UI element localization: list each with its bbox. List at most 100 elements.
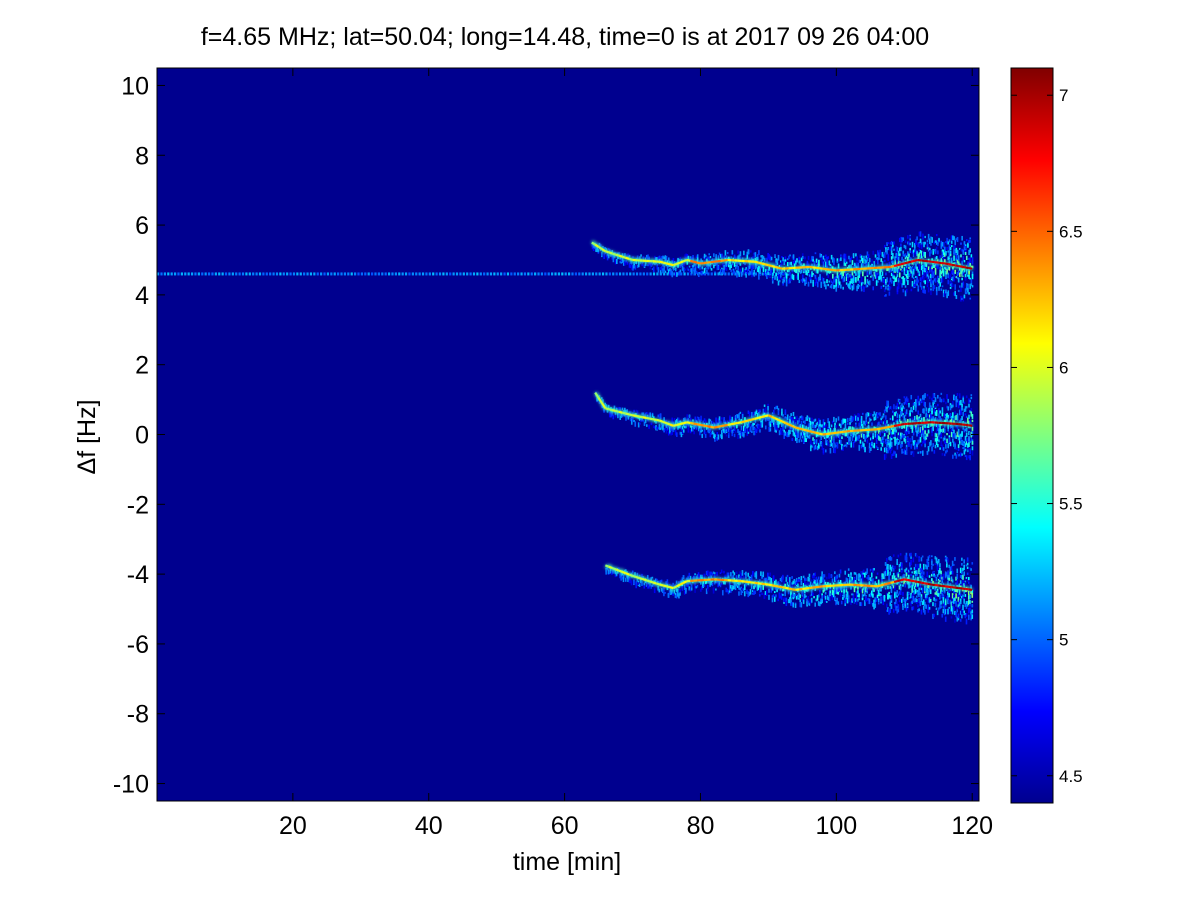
heatmap-cell (830, 265, 833, 269)
heatmap-cell (652, 266, 655, 273)
heatmap-cell (956, 236, 959, 242)
heatmap-cell (922, 563, 925, 570)
heatmap-cell (919, 563, 922, 569)
heatmap-cell (666, 427, 669, 430)
heatmap-cell (779, 578, 782, 582)
heatmap-cell (748, 423, 751, 427)
heatmap-cell (835, 279, 838, 284)
heatmap-cell (682, 423, 685, 427)
heatmap-cell (703, 253, 706, 258)
heatmap-cell (716, 422, 719, 427)
trace-core (683, 258, 688, 263)
heatmap-cell (948, 599, 950, 604)
heatmap-cell (927, 556, 930, 561)
heatmap-cell (635, 581, 637, 585)
heatmap-cell (793, 432, 796, 437)
heatmap-cell (754, 429, 757, 436)
heatmap-cell (927, 561, 930, 567)
heatmap-cell (941, 580, 944, 583)
heatmap-cell (753, 254, 756, 260)
heatmap-cell (971, 271, 974, 277)
heatmap-cell (929, 596, 932, 599)
heatmap-cell (956, 413, 959, 418)
heatmap-cell (940, 288, 943, 291)
carrier-line-mark (286, 272, 289, 276)
heatmap-cell (802, 595, 805, 600)
heatmap-cell (919, 249, 922, 254)
heatmap-cell (957, 613, 960, 619)
heatmap-cell (897, 442, 900, 445)
heatmap-cell (825, 261, 827, 268)
heatmap-cell (961, 277, 963, 281)
heatmap-cell (831, 578, 834, 583)
heatmap-cell (773, 596, 776, 602)
heatmap-cell (904, 569, 907, 573)
heatmap-cell (769, 268, 772, 274)
heatmap-cell (905, 277, 908, 282)
heatmap-cell (902, 451, 904, 454)
heatmap-cell (936, 561, 939, 565)
heatmap-cell (844, 444, 847, 447)
trace-core (724, 423, 728, 427)
heatmap-cell (835, 433, 837, 439)
heatmap-cell (835, 444, 837, 447)
heatmap-cell (947, 398, 950, 403)
heatmap-cell (924, 593, 926, 599)
heatmap-cell (888, 285, 891, 291)
heatmap-cell (824, 430, 827, 434)
heatmap-cell (611, 570, 613, 575)
heatmap-cell (705, 578, 708, 584)
trace-core (948, 263, 953, 266)
heatmap-cell (885, 603, 888, 608)
carrier-line-mark (493, 272, 496, 276)
trace-core (669, 263, 674, 267)
heatmap-cell (898, 599, 901, 603)
heatmap-cell (679, 425, 682, 429)
heatmap-cell (879, 593, 881, 597)
heatmap-cell (794, 429, 797, 434)
heatmap-cell (734, 256, 737, 259)
heatmap-cell (965, 269, 968, 275)
heatmap-cell (932, 563, 934, 566)
heatmap-cell (798, 417, 801, 423)
heatmap-cell (929, 279, 931, 282)
heatmap-cell (863, 286, 865, 293)
heatmap-cell (870, 590, 873, 595)
heatmap-cell (852, 593, 855, 597)
heatmap-cell (779, 428, 782, 432)
heatmap-cell (948, 589, 950, 595)
heatmap-cell (760, 255, 762, 258)
heatmap-cell (853, 413, 856, 419)
heatmap-cell (851, 436, 854, 442)
heatmap-cell (662, 424, 664, 431)
heatmap-cell (889, 445, 892, 452)
heatmap-cell (731, 259, 734, 266)
heatmap-cell (868, 582, 871, 585)
heatmap-cell (913, 266, 916, 270)
heatmap-cell (622, 260, 625, 263)
heatmap-cell (840, 257, 842, 261)
heatmap-cell (888, 407, 891, 410)
heatmap-cell (823, 428, 826, 434)
heatmap-cell (620, 256, 623, 263)
heatmap-cell (642, 412, 645, 416)
heatmap-cell (758, 274, 760, 280)
heatmap-cell (883, 571, 886, 577)
heatmap-cell (965, 427, 968, 432)
heatmap-cell (645, 581, 648, 585)
heatmap-cell (907, 256, 909, 262)
carrier-line-mark (748, 272, 751, 276)
heatmap-cell (901, 432, 903, 438)
trace-core (696, 423, 701, 426)
heatmap-cell (961, 406, 963, 411)
heatmap-cell (768, 594, 770, 600)
heatmap-cell (903, 277, 906, 284)
heatmap-cell (965, 255, 968, 260)
heatmap-cell (967, 438, 969, 444)
heatmap-cell (850, 277, 853, 284)
heatmap-cell (948, 249, 951, 256)
heatmap-cell (946, 237, 948, 244)
heatmap-cell (908, 441, 910, 447)
heatmap-cell (878, 428, 880, 434)
heatmap-cell (911, 250, 914, 254)
